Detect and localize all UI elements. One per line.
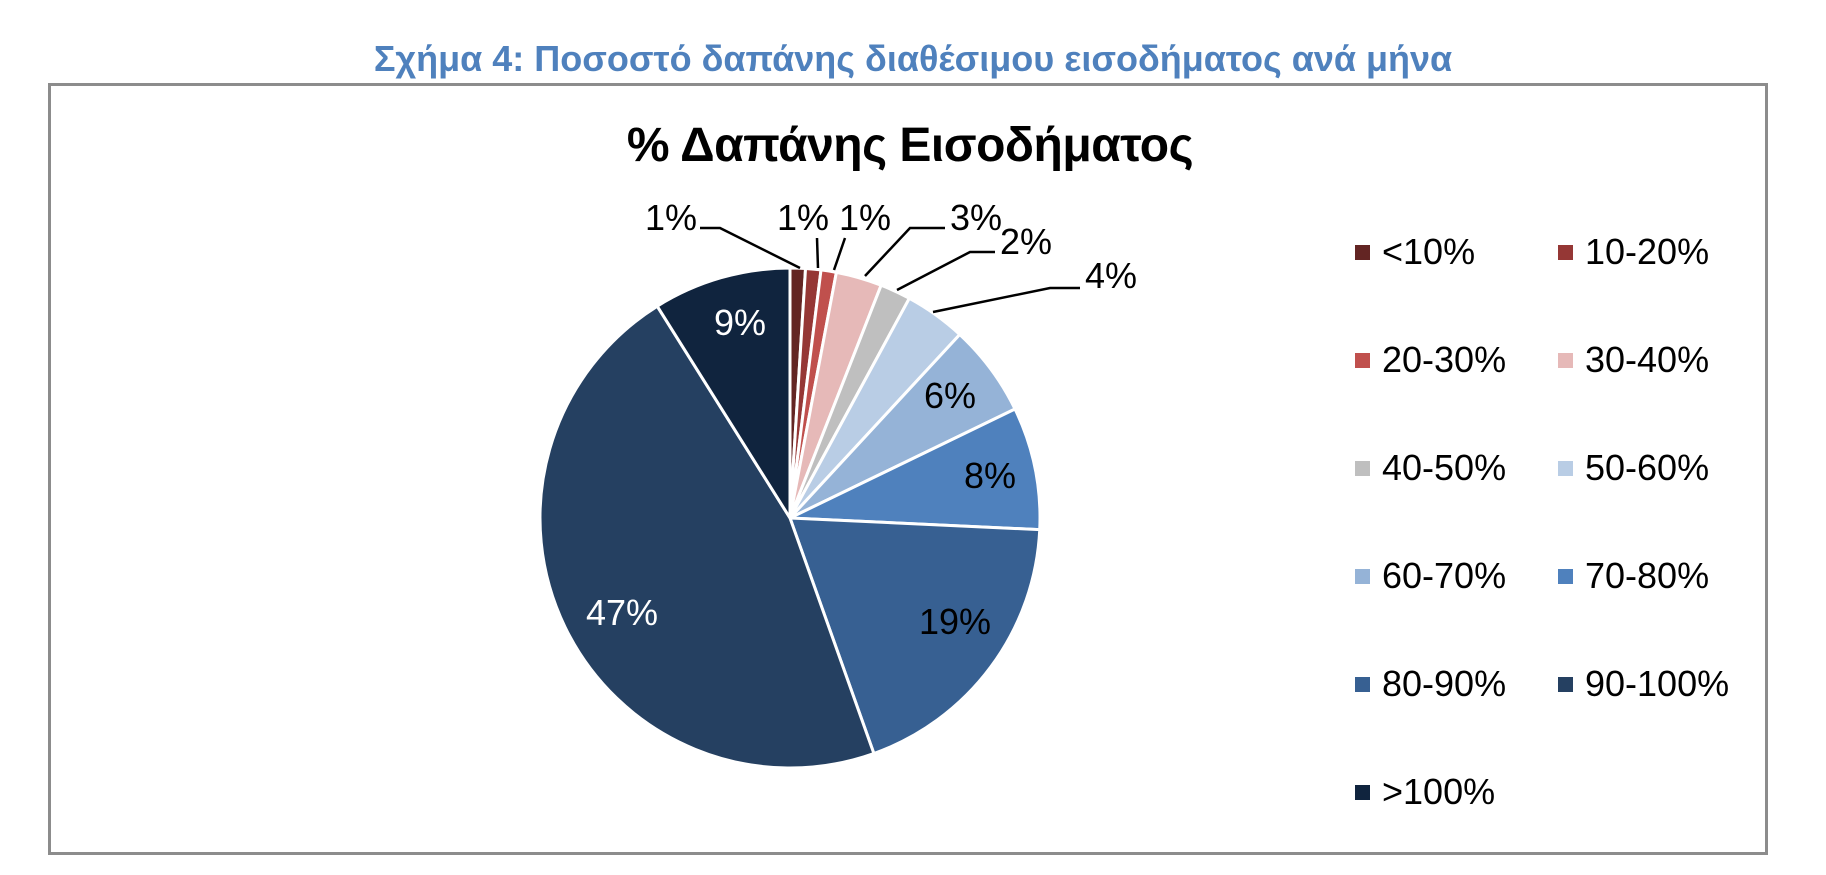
legend-label: 80-90%	[1382, 663, 1507, 704]
legend-swatch	[1558, 460, 1573, 476]
chart-title: % Δαπάνης Εισοδήματος	[626, 119, 1194, 172]
leader-line-0	[700, 226, 801, 270]
legend-swatch	[1355, 244, 1370, 260]
leader-lines	[700, 226, 1080, 314]
leader-line-2	[832, 237, 847, 271]
legend-label: 70-80%	[1585, 555, 1710, 596]
legend-label: >100%	[1382, 771, 1496, 812]
data-label-9: 47%	[586, 592, 658, 633]
figure-caption: Σχήμα 4: Ποσοστό δαπάνης διαθέσιμου εισο…	[373, 38, 1453, 79]
pie-slice-8	[787, 516, 1042, 756]
legend-label: 40-50%	[1382, 447, 1507, 488]
legend-item: 80-90%	[1355, 663, 1507, 704]
legend-item: >100%	[1355, 771, 1496, 812]
legend-swatch	[1558, 676, 1573, 692]
data-label-10: 9%	[714, 302, 766, 343]
legend-swatch	[1558, 568, 1573, 584]
pie-slices	[538, 266, 1042, 770]
data-label-3: 3%	[950, 197, 1002, 238]
leader-line-4	[896, 250, 995, 292]
pie-slice-7	[789, 407, 1042, 532]
legend-item: 20-30%	[1355, 339, 1507, 380]
legend-swatch	[1355, 460, 1370, 476]
data-label-5: 4%	[1085, 255, 1137, 296]
data-label-0: 1%	[645, 197, 697, 238]
data-label-1: 1%	[777, 197, 829, 238]
data-labels: 1% 1% 1% 3%2%4%6%8%19%47%9%	[586, 197, 1137, 642]
data-label-2: 1%	[839, 197, 891, 238]
pie-slice-9	[538, 304, 876, 770]
legend-item: 30-40%	[1558, 339, 1710, 380]
legend-item: 90-100%	[1558, 663, 1730, 704]
legend-item: 10-20%	[1558, 231, 1710, 272]
legend-label: 90-100%	[1585, 663, 1730, 704]
legend-label: 30-40%	[1585, 339, 1710, 380]
legend-swatch	[1355, 784, 1370, 800]
legend-item: 70-80%	[1558, 555, 1710, 596]
legend-label: 10-20%	[1585, 231, 1710, 272]
data-label-6: 6%	[924, 375, 976, 416]
legend-label: <10%	[1382, 231, 1476, 272]
legend-swatch	[1558, 352, 1573, 368]
pie-slice-10	[655, 266, 792, 524]
legend-swatch	[1355, 352, 1370, 368]
legend-item: 50-60%	[1558, 447, 1710, 488]
leader-line-1	[815, 237, 820, 269]
legend-item: 60-70%	[1355, 555, 1507, 596]
leader-line-5	[932, 286, 1080, 314]
data-label-7: 8%	[964, 455, 1016, 496]
legend-item: <10%	[1355, 231, 1476, 272]
legend-item: 40-50%	[1355, 447, 1507, 488]
legend-swatch	[1558, 244, 1573, 260]
legend-label: 20-30%	[1382, 339, 1507, 380]
legend-label: 50-60%	[1585, 447, 1710, 488]
legend-swatch	[1355, 568, 1370, 584]
leader-line-3	[864, 226, 945, 277]
data-label-8: 19%	[919, 601, 991, 642]
legend-swatch	[1355, 676, 1370, 692]
legend-label: 60-70%	[1382, 555, 1507, 596]
data-label-4: 2%	[1000, 221, 1052, 262]
